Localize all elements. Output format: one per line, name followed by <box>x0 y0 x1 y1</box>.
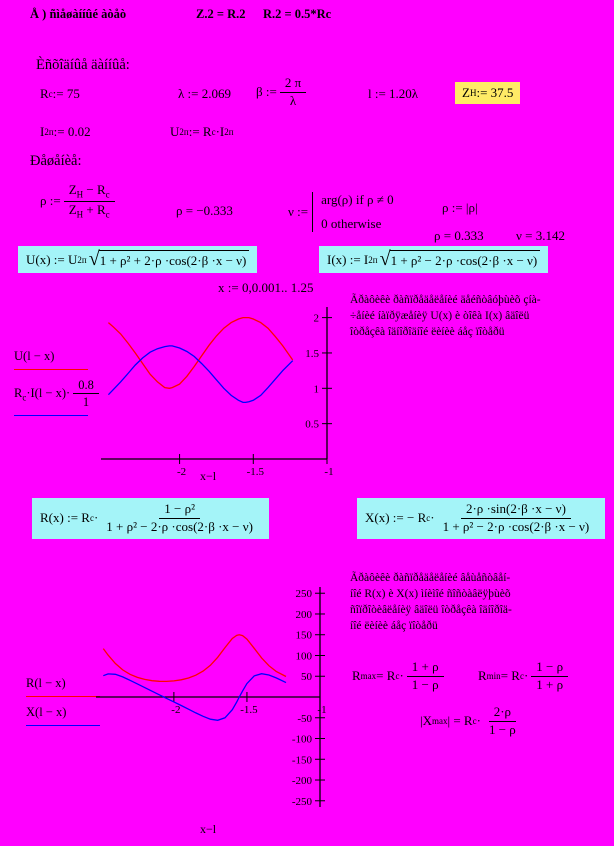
plot1-legend-i-label: Rc·I(l − x)· 0.8 1 <box>14 378 102 410</box>
program-line-1: arg(ρ) if ρ ≠ 0 <box>321 192 394 207</box>
impedance-plot[interactable]: -250 -200 -150 -100 -50 50 100 150 200 250 -2 -1.5 -… <box>88 585 340 825</box>
nu-program[interactable]: ν := arg(ρ) if ρ ≠ 0 0 otherwise <box>288 192 394 232</box>
y-tick-label: -100 <box>292 734 313 746</box>
annotation-line: Ãðàôèêè ðàñïðåäåëåíèé âåùåñòâåí- <box>350 572 511 584</box>
y-tick-label: 2 <box>314 313 320 325</box>
y-tick-label: 0.5 <box>305 419 319 431</box>
plot2-legend[interactable]: R(l − x) X(l − x) <box>26 676 100 734</box>
annotation-line: íîé R(x) è X(x) ìíèìîé ñîñòàâëÿþùèõ <box>350 588 511 600</box>
y-tick-label: 1.5 <box>305 348 319 360</box>
annotation-impedance[interactable]: Ãðàôèêè ðàñïðåäåëåíèé âåùåñòâåí- íîé R(x… <box>350 570 512 634</box>
u-of-x-formula[interactable]: U(x) := U 2п √ 1 + ρ² + 2·ρ ·cos(2·β ·x − ν… <box>18 246 258 273</box>
x-tick-label: -2 <box>171 704 180 716</box>
x-tick-label: -1.5 <box>247 466 265 478</box>
plot1-legend-blue-line <box>14 414 88 416</box>
i-of-x-formula[interactable]: I(x) := I 2п √ 1 + ρ² − 2·ρ ·cos(2·β ·x − ν… <box>319 246 549 273</box>
program-block: arg(ρ) if ρ ≠ 0 0 otherwise <box>312 192 394 232</box>
worksheet-title[interactable]: Å ) ñìåøàííûé àòåò <box>30 7 127 21</box>
curve-Rc·I(l-x)·(0.8/1) <box>107 345 294 404</box>
y-tick-label: -200 <box>292 775 313 787</box>
voltage-current-plot[interactable]: 0.5 1 1.5 2 -2 -1.5 -1 <box>95 299 345 491</box>
plot1-legend-red-line <box>14 369 88 370</box>
program-line-2: 0 otherwise <box>321 216 382 231</box>
i2p-definition[interactable]: I 2п := 0.02 <box>40 124 91 139</box>
y-tick-label: -250 <box>292 796 313 808</box>
x-tick-label: -2 <box>177 466 186 478</box>
solution-heading[interactable]: Ðåøåíèå: <box>30 153 82 169</box>
nu-label: ν := <box>288 204 309 219</box>
y-tick-label: 1 <box>314 383 320 395</box>
y-tick-label: 150 <box>296 630 313 642</box>
y-tick-label: -150 <box>292 754 313 766</box>
plot2-legend-x-label: X(l − x) <box>26 705 67 719</box>
x-tick-label: -1 <box>317 704 326 716</box>
l-definition[interactable]: l := 1.20λ <box>368 86 419 101</box>
y-tick-label: -50 <box>297 713 312 725</box>
x-range-definition[interactable]: x := 0,0.001.. 1.25 <box>218 280 314 295</box>
x-tick-label: -1 <box>324 466 333 478</box>
rho-definition[interactable]: ρ := ZH − Rc ZH + Rc <box>40 182 118 220</box>
lambda-definition[interactable]: λ := 2.069 <box>178 86 231 101</box>
nu-value[interactable]: ν = 3.142 <box>516 228 565 243</box>
annotation-line: Ãðàôèêè ðàñïðåäåëåíèé äåéñòâóþùèõ çíà- <box>350 294 541 306</box>
curve-R(l-x) <box>102 634 287 683</box>
plot2-x-axis-label: x−l <box>200 822 217 836</box>
rho-value-neg[interactable]: ρ = −0.333 <box>176 203 233 218</box>
y-tick-label: 100 <box>296 650 313 662</box>
plot1-legend[interactable]: U(l − x) Rc·I(l − x)· 0.8 1 <box>14 349 102 424</box>
curve-X(l-x) <box>103 673 287 721</box>
plot1-x-axis-label: x−l <box>200 469 217 483</box>
plot2-legend-red-line <box>26 696 100 697</box>
given-data-heading[interactable]: Èñõîäíûå äàííûå: <box>36 57 130 73</box>
plot1-legend-u-label: U(l − x) <box>14 349 55 363</box>
plot2-legend-blue-line <box>26 725 100 726</box>
y-tick-label: 250 <box>296 588 313 600</box>
annotation-line: ÷åíèé íàïðÿæåíèÿ U(x) è òîêà I(x) âäîëü <box>350 310 530 322</box>
plot2-legend-r-label: R(l − x) <box>26 676 66 690</box>
header-equation-2[interactable]: R.2 = 0.5*Rc <box>263 7 332 21</box>
y-tick-label: 50 <box>301 671 313 683</box>
header-equation-1[interactable]: Z.2 = R.2 <box>196 7 246 21</box>
annotation-voltage-current[interactable]: Ãðàôèêè ðàñïðåäåëåíèé äåéñòâóþùèõ çíà- ÷… <box>350 292 541 340</box>
annotation-line: íîé ëèíèè áåç ïîòåðü <box>350 620 438 632</box>
rho-value[interactable]: ρ = 0.333 <box>434 228 484 243</box>
rho-abs-definition[interactable]: ρ := |ρ| <box>442 200 478 215</box>
curve-U(l-x) <box>107 316 294 389</box>
y-tick-label: 200 <box>296 609 313 621</box>
annotation-line: ñîïðîòèâëåíèÿ âäîëü îòðåçêà îäíîðîä- <box>350 604 512 616</box>
annotation-line: îòðåçêà îäíîðîäíîé ëèíèè áåç ïîòåðü <box>350 326 505 338</box>
x-tick-label: -1.5 <box>240 704 258 716</box>
